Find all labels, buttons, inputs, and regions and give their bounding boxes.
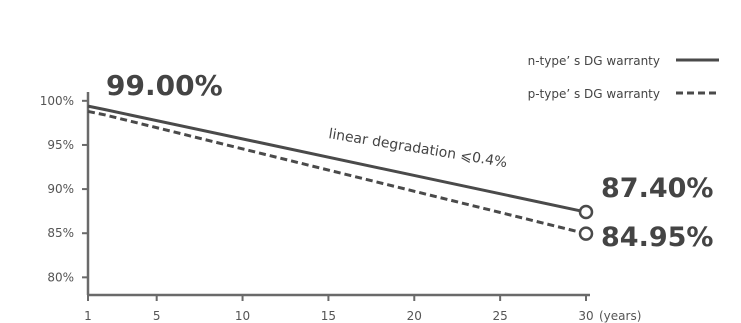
y-tick-label: 85% xyxy=(47,226,74,240)
legend-item-p-type: p-type’ s DG warranty xyxy=(528,87,719,101)
series-line-n-type xyxy=(87,104,587,214)
y-tick-label: 90% xyxy=(47,182,74,196)
series-line-p-type xyxy=(87,109,587,236)
legend-label-n-type: n-type’ s DG warranty xyxy=(528,54,660,68)
end-value-label-p-type: 84.95% xyxy=(601,222,713,253)
end-marker-n-type xyxy=(578,204,594,220)
end-value-label-n-type: 87.40% xyxy=(601,173,713,204)
legend-label-p-type: p-type’ s DG warranty xyxy=(528,87,660,101)
x-tick-label: 5 xyxy=(153,309,161,323)
x-tick-label: 25 xyxy=(492,309,507,323)
start-value-label: 99.00% xyxy=(106,69,223,102)
x-tick-label: 20 xyxy=(407,309,422,323)
y-tick-label: 80% xyxy=(47,270,74,284)
y-tick-label: 100% xyxy=(40,94,74,108)
x-tick-label: 10 xyxy=(235,309,250,323)
legend-item-n-type: n-type’ s DG warranty xyxy=(528,54,719,68)
x-tick-label: 30 xyxy=(578,309,593,323)
x-tick-label: 15 xyxy=(321,309,336,323)
y-tick-label: 95% xyxy=(47,138,74,152)
end-marker-p-type xyxy=(578,226,594,241)
x-axis-unit-label: (years) xyxy=(599,309,641,323)
slope-annotation: linear degradation ⩽0.4% xyxy=(327,126,508,171)
legend: n-type’ s DG warranty p-type’ s DG warra… xyxy=(528,54,719,101)
x-tick-label: 1 xyxy=(84,309,92,323)
